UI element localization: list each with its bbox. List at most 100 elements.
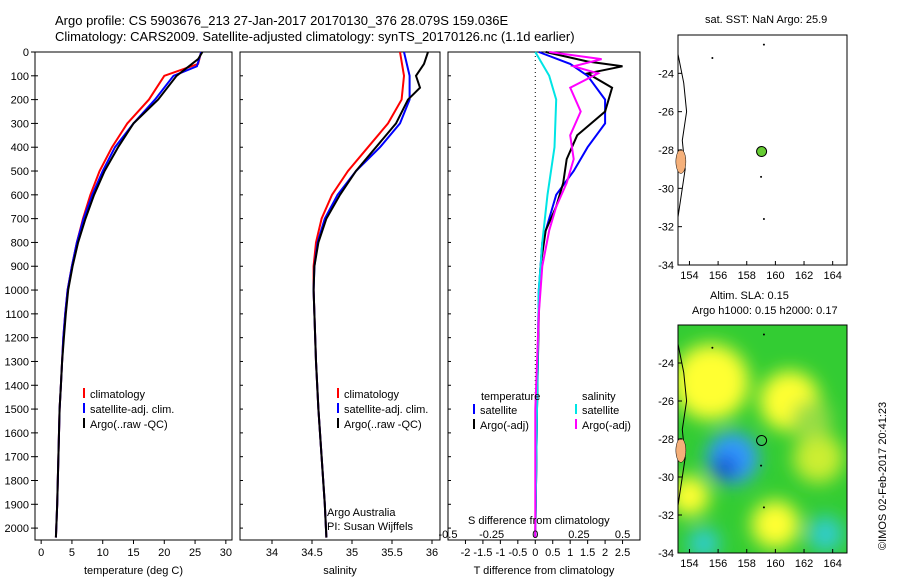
depth-tick-label: 700 <box>11 214 29 226</box>
sla-blob <box>751 500 800 549</box>
sla-blob <box>678 476 710 516</box>
map-ytick-label: -26 <box>658 107 674 119</box>
difference-xtick-label: -1.5 <box>473 547 492 559</box>
legend-label: Argo(..raw -QC) <box>90 419 168 431</box>
diff-legend-sal-title: salinity <box>582 391 616 403</box>
diff-legend-label: Argo(-adj) <box>582 420 631 432</box>
series-climatology <box>54 51 203 538</box>
map-xtick-label: 156 <box>709 270 727 282</box>
depth-tick-label: 2000 <box>5 523 29 535</box>
depth-tick-label: 1300 <box>5 356 29 368</box>
difference-xlabel: T difference from climatology <box>474 565 615 577</box>
diff-legend-label: satellite <box>582 405 619 417</box>
diff-x2tick-label: 0 <box>532 529 538 541</box>
map-xtick-label: 162 <box>795 558 813 570</box>
salinity-xtick-label: 35 <box>346 547 358 559</box>
diff-x2tick-label: 0.5 <box>615 529 630 541</box>
island-dot <box>711 346 714 349</box>
temperature-xtick-label: 0 <box>38 547 44 559</box>
depth-tick-label: 1000 <box>5 285 29 297</box>
difference-xtick-label: 1 <box>567 547 573 559</box>
temperature-xtick-label: 10 <box>97 547 109 559</box>
map-xtick-label: 156 <box>709 558 727 570</box>
sst-map: 154 156 158 160 162 164 -24 -26 -28 -30 -32 -34 <box>658 34 848 282</box>
difference-xtick-label: -2 <box>461 547 471 559</box>
diff-x2label: S difference from climatology <box>468 515 610 527</box>
legend-label: climatology <box>344 389 400 401</box>
difference-xtick-label: 0 <box>532 547 538 559</box>
sla-field <box>678 344 844 553</box>
map-ytick-label: -32 <box>658 222 674 234</box>
depth-tick-label: 1600 <box>5 428 29 440</box>
land-patch <box>675 149 687 174</box>
map-xtick-label: 160 <box>766 558 784 570</box>
diff-legend-label: Argo(-adj) <box>480 420 529 432</box>
island-dot <box>760 464 763 467</box>
difference-xtick-label: 0.5 <box>545 547 560 559</box>
sla-map: 154 156 158 160 162 164 -24 -26 -28 -30 -32 -34 <box>658 324 848 570</box>
island-dot <box>760 175 763 178</box>
map-ytick-label: -34 <box>658 260 674 272</box>
depth-tick-label: 600 <box>11 190 29 202</box>
panel-temperature: 0 5 10 15 20 25 300100200300400500600700800900… <box>5 47 233 577</box>
map-ytick-label: -24 <box>658 68 674 80</box>
coastline <box>677 343 688 506</box>
sla-blob <box>791 400 832 440</box>
diff-legend-temp-title: temperature <box>481 391 540 403</box>
salinity-frame <box>239 51 441 541</box>
argo-float-marker <box>756 146 768 158</box>
salinity-annotation: PI: Susan Wijffels <box>327 521 413 533</box>
island-dot <box>762 506 765 509</box>
land-patch <box>675 438 687 463</box>
sla-map-subtitle: Argo h1000: 0.15 h2000: 0.17 <box>692 305 838 317</box>
difference-xtick-label: -0.5 <box>508 547 527 559</box>
island-dot <box>762 218 765 220</box>
sst-map-title: sat. SST: NaN Argo: 25.9 <box>705 14 828 26</box>
salinity-xtick-label: 36 <box>426 547 438 559</box>
difference-xtick-label: 2 <box>602 547 608 559</box>
depth-tick-label: 1100 <box>5 309 29 321</box>
depth-tick-label: 400 <box>11 142 29 154</box>
salinity-xtick-label: 35.5 <box>381 547 402 559</box>
map-ytick-label: -28 <box>658 434 674 446</box>
salinity-annotation: Argo Australia <box>327 507 396 519</box>
depth-tick-label: 100 <box>11 71 29 83</box>
temperature-xtick-label: 15 <box>127 547 139 559</box>
series-climatology <box>312 51 406 538</box>
difference-xtick-label: -1 <box>495 547 505 559</box>
map-ytick-label: -26 <box>658 396 674 408</box>
sla-blob <box>807 516 844 552</box>
map-ytick-label: -28 <box>658 145 674 157</box>
salinity-xlabel: salinity <box>323 565 357 577</box>
depth-tick-label: 800 <box>11 237 29 249</box>
map-xtick-label: 162 <box>795 270 813 282</box>
map-xtick-label: 158 <box>738 558 756 570</box>
depth-tick-label: 1900 <box>5 499 29 511</box>
sla-blob <box>713 455 738 480</box>
series-satellite <box>534 51 558 538</box>
difference-frame <box>447 51 641 541</box>
legend-label: Argo(..raw -QC) <box>344 419 422 431</box>
depth-tick-label: 500 <box>11 166 29 178</box>
map-xtick-label: 154 <box>680 270 698 282</box>
map-xtick-label: 158 <box>738 270 756 282</box>
depth-tick-label: 1800 <box>5 475 29 487</box>
difference-xtick-label: 2.5 <box>615 547 630 559</box>
difference-xtick-label: 1.5 <box>580 547 595 559</box>
map-xtick-label: 160 <box>766 270 784 282</box>
sla-blob <box>678 344 749 420</box>
salinity-xtick-label: 34 <box>266 547 278 559</box>
depth-tick-label: 1700 <box>5 452 29 464</box>
series-argo---raw--qc- <box>54 51 204 538</box>
sla-blob <box>687 527 720 553</box>
map-ytick-label: -34 <box>658 548 674 560</box>
map-xtick-label: 164 <box>823 558 841 570</box>
map-xtick-label: 164 <box>823 270 841 282</box>
temperature-xtick-label: 25 <box>189 547 201 559</box>
depth-tick-label: 1400 <box>5 380 29 392</box>
depth-tick-label: 1500 <box>5 404 29 416</box>
map-ytick-label: -32 <box>658 510 674 522</box>
legend-label: climatology <box>90 389 146 401</box>
temperature-xtick-label: 5 <box>69 547 75 559</box>
